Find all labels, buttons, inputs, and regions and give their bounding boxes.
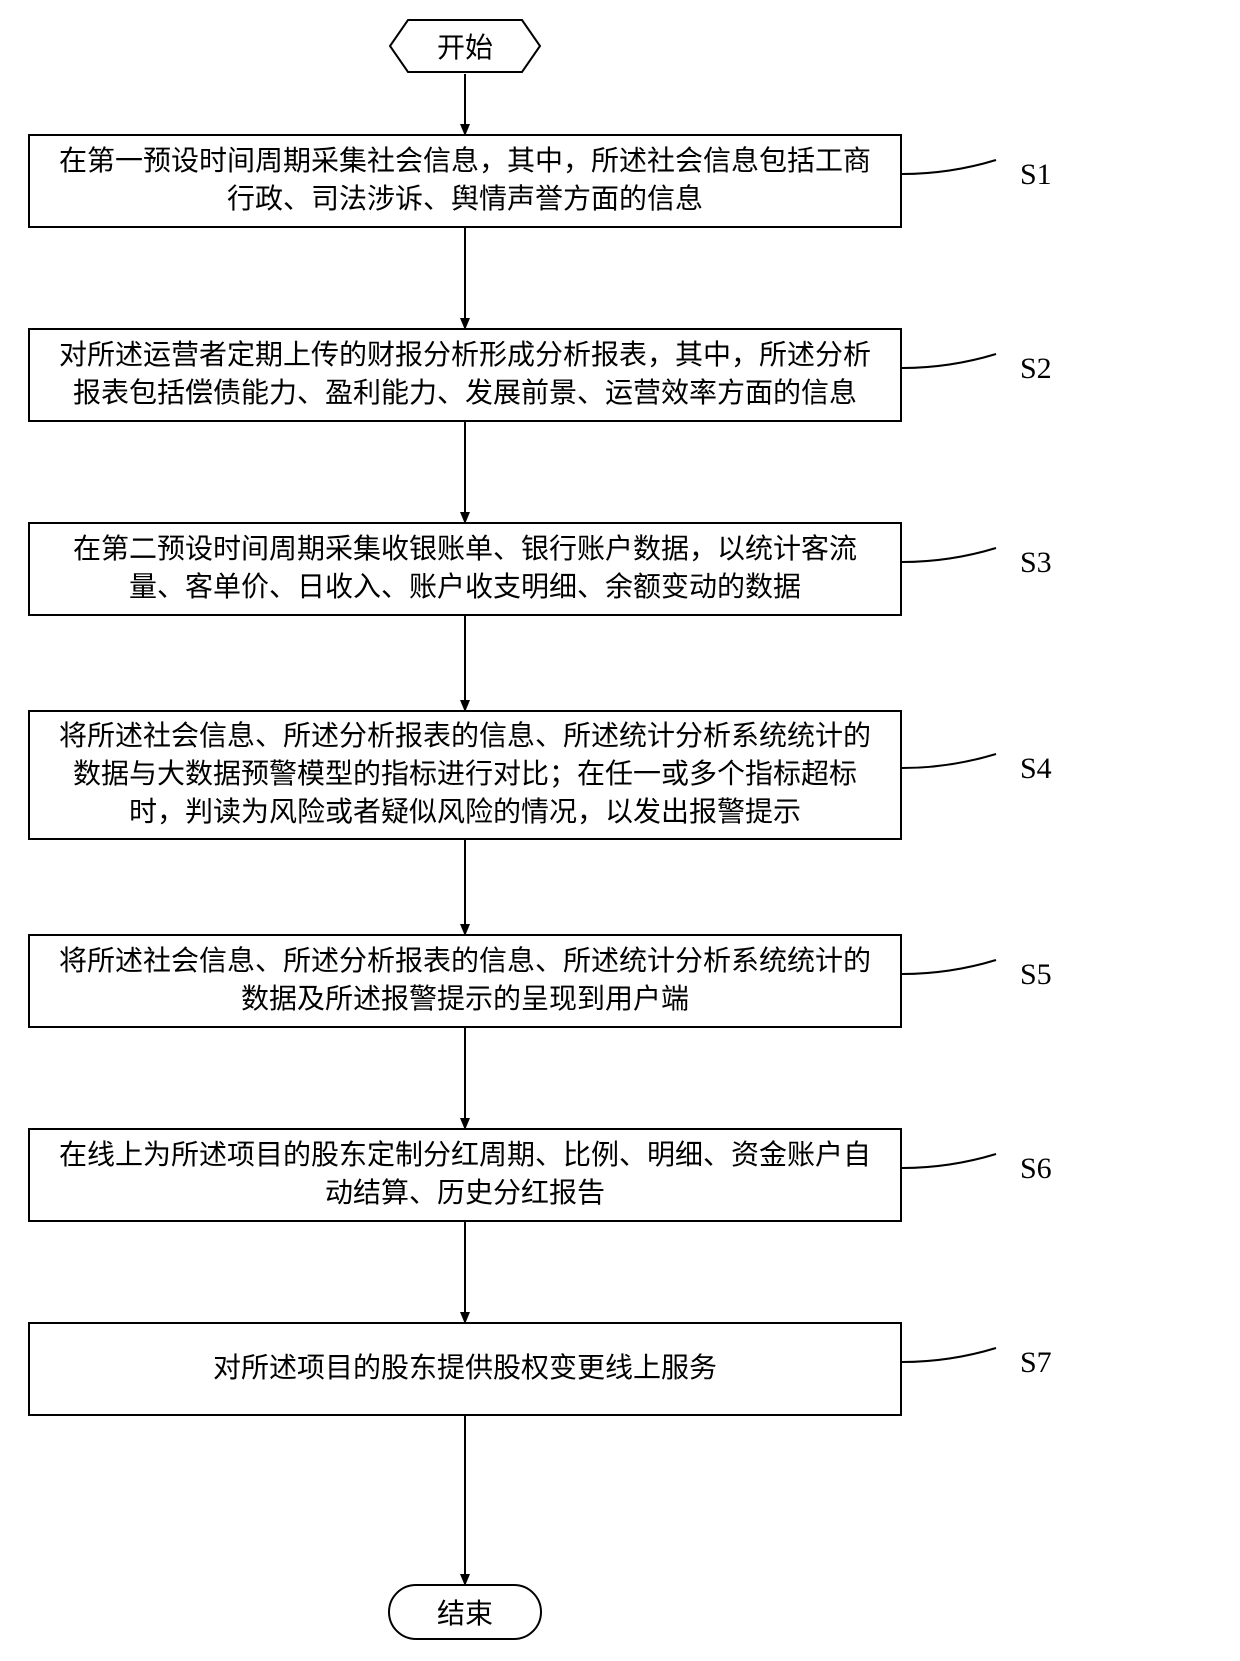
step-text: 在第一预设时间周期采集社会信息，其中，所述社会信息包括工商行政、司法涉诉、舆情声…	[54, 143, 876, 219]
start-node: 开始	[388, 18, 542, 74]
step-label-s7: S7	[1020, 1346, 1052, 1380]
start-label: 开始	[437, 26, 493, 66]
step-label-s3: S3	[1020, 546, 1052, 580]
end-label: 结束	[437, 1592, 493, 1632]
end-node: 结束	[388, 1584, 542, 1640]
step-text: 将所述社会信息、所述分析报表的信息、所述统计分析系统统计的数据及所述报警提示的呈…	[54, 943, 876, 1019]
step-label-s5: S5	[1020, 958, 1052, 992]
step-s6: 在线上为所述项目的股东定制分红周期、比例、明细、资金账户自动结算、历史分红报告	[28, 1128, 902, 1222]
step-label-s6: S6	[1020, 1152, 1052, 1186]
step-s1: 在第一预设时间周期采集社会信息，其中，所述社会信息包括工商行政、司法涉诉、舆情声…	[28, 134, 902, 228]
step-label-s1: S1	[1020, 158, 1052, 192]
step-label-s4: S4	[1020, 752, 1052, 786]
step-text: 在线上为所述项目的股东定制分红周期、比例、明细、资金账户自动结算、历史分红报告	[54, 1137, 876, 1213]
step-s4: 将所述社会信息、所述分析报表的信息、所述统计分析系统统计的数据与大数据预警模型的…	[28, 710, 902, 840]
flowchart-canvas: { "type": "flowchart", "background_color…	[0, 0, 1240, 1661]
step-text: 对所述项目的股东提供股权变更线上服务	[213, 1350, 717, 1388]
step-s5: 将所述社会信息、所述分析报表的信息、所述统计分析系统统计的数据及所述报警提示的呈…	[28, 934, 902, 1028]
step-text: 将所述社会信息、所述分析报表的信息、所述统计分析系统统计的数据与大数据预警模型的…	[54, 718, 876, 831]
step-s2: 对所述运营者定期上传的财报分析形成分析报表，其中，所述分析报表包括偿债能力、盈利…	[28, 328, 902, 422]
step-label-s2: S2	[1020, 352, 1052, 386]
step-s3: 在第二预设时间周期采集收银账单、银行账户数据，以统计客流量、客单价、日收入、账户…	[28, 522, 902, 616]
step-text: 在第二预设时间周期采集收银账单、银行账户数据，以统计客流量、客单价、日收入、账户…	[54, 531, 876, 607]
step-text: 对所述运营者定期上传的财报分析形成分析报表，其中，所述分析报表包括偿债能力、盈利…	[54, 337, 876, 413]
step-s7: 对所述项目的股东提供股权变更线上服务	[28, 1322, 902, 1416]
